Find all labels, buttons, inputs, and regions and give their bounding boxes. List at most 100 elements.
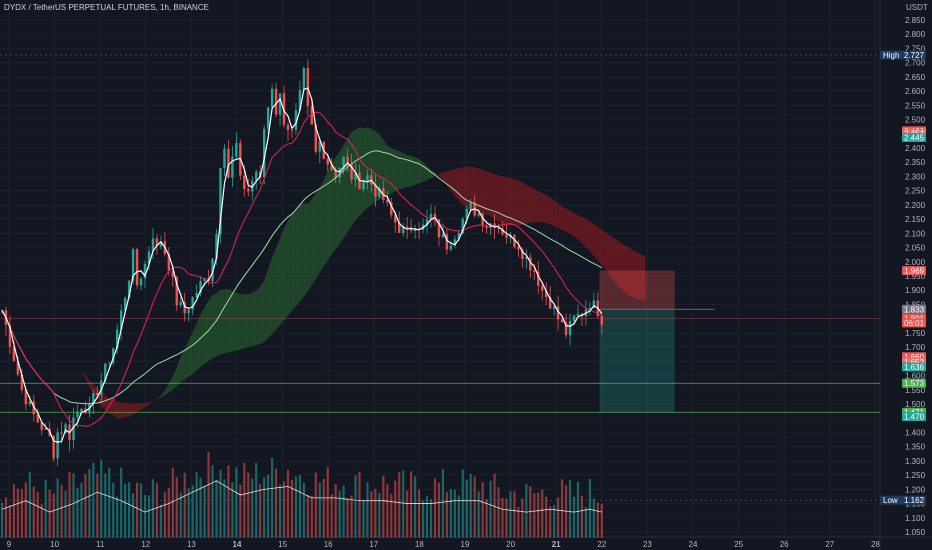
candle-body[interactable]: [548, 297, 552, 309]
volume-bar[interactable]: [128, 482, 131, 538]
volume-bar[interactable]: [0, 502, 4, 538]
candle-body[interactable]: [115, 329, 119, 349]
volume-bar[interactable]: [489, 480, 492, 538]
volume-bar[interactable]: [96, 473, 99, 538]
candle-body[interactable]: [465, 208, 468, 219]
candle-body[interactable]: [457, 233, 461, 240]
candle-body[interactable]: [533, 270, 536, 272]
volume-bar[interactable]: [52, 493, 55, 538]
candle-body[interactable]: [266, 107, 270, 129]
moving-average-mid[interactable]: [1, 111, 603, 427]
volume-bar[interactable]: [306, 495, 309, 538]
candle-body[interactable]: [227, 148, 230, 178]
candle-body[interactable]: [441, 234, 445, 238]
candle-body[interactable]: [72, 417, 75, 441]
candle-body[interactable]: [429, 213, 433, 220]
volume-bar[interactable]: [135, 482, 139, 538]
volume-bar[interactable]: [410, 471, 413, 538]
volume-bar[interactable]: [108, 468, 111, 538]
candle-body[interactable]: [541, 285, 544, 291]
candle-body[interactable]: [104, 363, 107, 381]
candle-body[interactable]: [135, 249, 139, 286]
candle-body[interactable]: [187, 309, 190, 314]
volume-bar[interactable]: [235, 467, 238, 538]
candle-body[interactable]: [576, 313, 580, 316]
horizontal-levels[interactable]: [0, 54, 880, 501]
candle-body[interactable]: [96, 393, 99, 396]
candle-body[interactable]: [568, 321, 572, 336]
volume-bar[interactable]: [322, 478, 325, 538]
candle-body[interactable]: [477, 213, 480, 216]
volume-bar[interactable]: [223, 479, 226, 538]
candle-body[interactable]: [243, 175, 246, 189]
candle-body[interactable]: [143, 263, 147, 279]
volume-bar[interactable]: [191, 485, 194, 538]
volume-bar[interactable]: [334, 484, 337, 538]
candle-body[interactable]: [179, 301, 182, 306]
volume-bar[interactable]: [131, 493, 135, 538]
volume-bar[interactable]: [211, 465, 214, 538]
volume-bar[interactable]: [481, 482, 484, 538]
volume-bar[interactable]: [509, 491, 512, 538]
volume-bar[interactable]: [453, 489, 456, 538]
volume-bar[interactable]: [36, 492, 39, 538]
volume-bar[interactable]: [541, 489, 544, 538]
volume-bar[interactable]: [473, 476, 476, 538]
candle-body[interactable]: [195, 293, 198, 298]
volume-bar[interactable]: [572, 496, 576, 538]
candle-body[interactable]: [171, 270, 175, 278]
volume-bar[interactable]: [44, 479, 47, 538]
volume-bar[interactable]: [20, 489, 23, 538]
volume-bar[interactable]: [100, 459, 103, 538]
volume-bar[interactable]: [143, 494, 147, 538]
take-profit-zone[interactable]: [599, 309, 675, 413]
volume-bar[interactable]: [402, 470, 405, 538]
volume-bar[interactable]: [390, 493, 393, 538]
moving-average-fast[interactable]: [1, 87, 603, 443]
candle-body[interactable]: [199, 280, 202, 294]
candle-body[interactable]: [501, 228, 504, 235]
time-axis[interactable]: 9 10 11 12 13 14 15 16 17 18 19 20 21 22 23 24 25 26 27 28: [7, 540, 881, 549]
volume-bar[interactable]: [533, 493, 536, 538]
volume-bar[interactable]: [120, 467, 123, 538]
volume-bar[interactable]: [8, 505, 12, 538]
candle-body[interactable]: [44, 428, 47, 430]
candle-body[interactable]: [497, 228, 500, 229]
candle-body[interactable]: [223, 148, 226, 169]
volume-bar[interactable]: [4, 497, 8, 538]
candle-body[interactable]: [112, 348, 115, 363]
volume-bar[interactable]: [386, 484, 389, 538]
volume-bar[interactable]: [247, 472, 250, 538]
candle-body[interactable]: [16, 361, 20, 375]
volume-bar[interactable]: [501, 497, 504, 538]
candle-body[interactable]: [513, 234, 516, 248]
candle-body[interactable]: [386, 199, 389, 203]
candle-body[interactable]: [544, 290, 548, 298]
volume-bar[interactable]: [88, 469, 91, 538]
volume-bar[interactable]: [330, 494, 333, 538]
volume-bar[interactable]: [477, 491, 480, 538]
volume-bar[interactable]: [564, 485, 568, 538]
volume-bar[interactable]: [48, 489, 51, 538]
volume-bar[interactable]: [231, 482, 234, 538]
candle-body[interactable]: [425, 219, 429, 225]
volume-bar[interactable]: [560, 479, 564, 538]
volume-bar[interactable]: [497, 487, 500, 538]
candle-body[interactable]: [560, 319, 564, 323]
volume-bar[interactable]: [354, 475, 357, 538]
candle-body[interactable]: [270, 88, 274, 108]
volume-ma-line[interactable]: [1, 480, 602, 513]
candle-body[interactable]: [52, 435, 55, 459]
candle-body[interactable]: [413, 228, 417, 231]
candle-body[interactable]: [330, 164, 333, 170]
volume-bar[interactable]: [243, 463, 246, 538]
candle-body[interactable]: [167, 253, 171, 271]
moving-averages[interactable]: [1, 87, 603, 443]
trade-position-zones[interactable]: [599, 270, 715, 413]
candle-body[interactable]: [306, 67, 310, 106]
candle-body[interactable]: [231, 156, 234, 178]
candle-body[interactable]: [60, 432, 63, 434]
volume-bar[interactable]: [187, 488, 190, 538]
volume-bar[interactable]: [553, 504, 556, 538]
volume-bar[interactable]: [56, 478, 59, 538]
